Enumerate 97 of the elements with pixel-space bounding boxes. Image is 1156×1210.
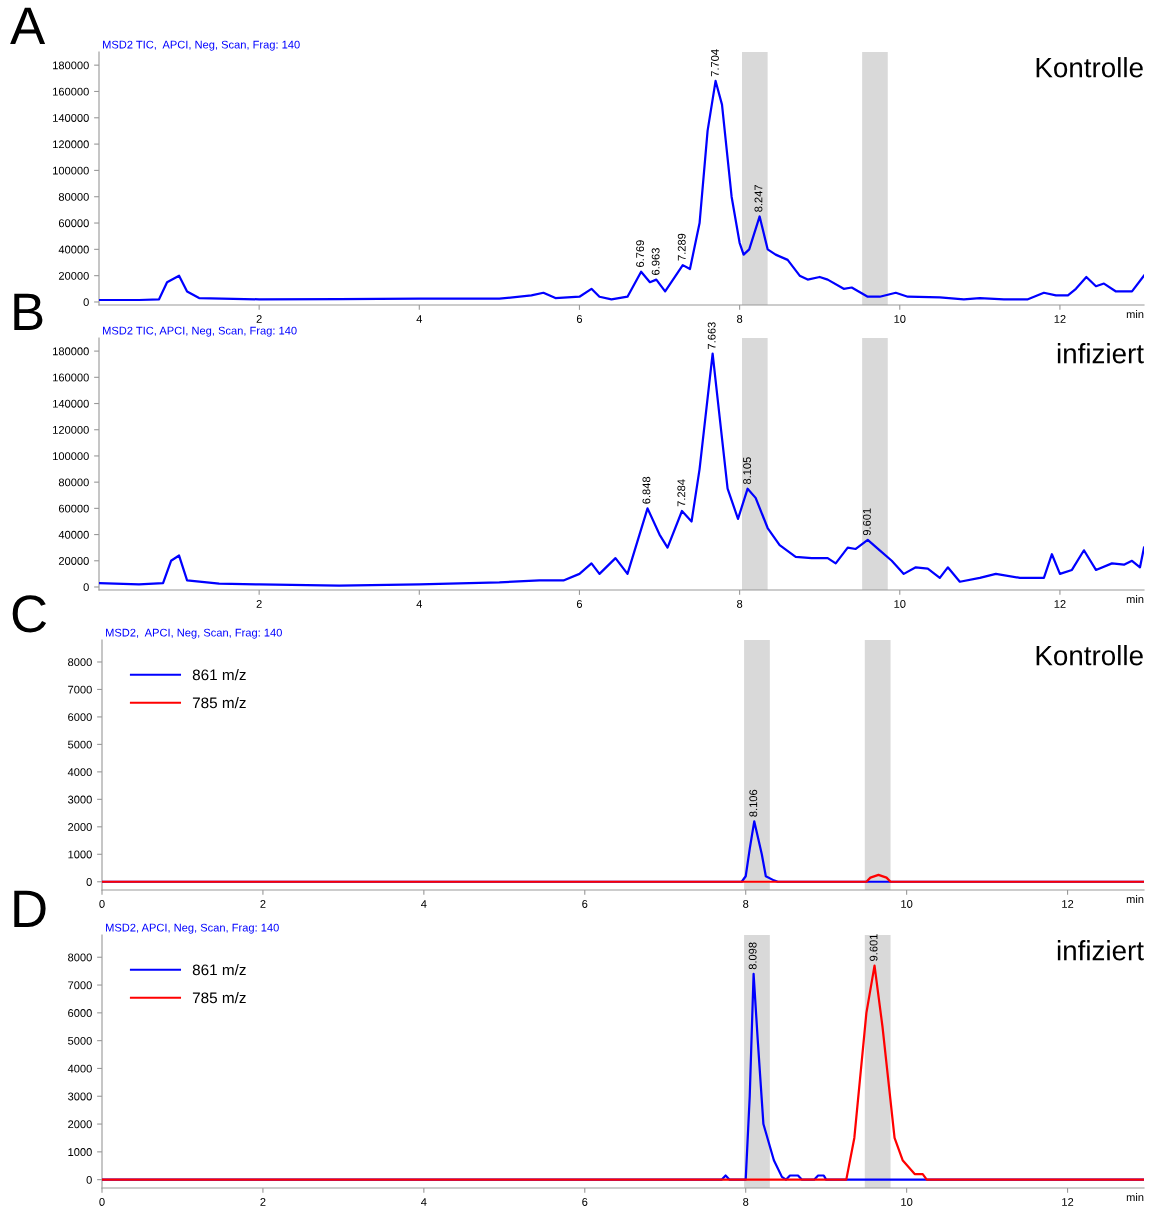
y-tick-label: 0 [86,1175,92,1184]
x-axis-title: min [1126,595,1144,604]
y-tick-label: 0 [83,583,89,592]
annotation: 8.105 [743,457,751,485]
legend-label: 861 m/z [192,669,246,681]
x-tick-label: 8 [737,315,743,323]
y-tick-label: 80000 [58,478,89,487]
annotation: 8.247 [754,185,763,212]
annotation: 6.963 [651,248,660,275]
x-axis-title: min [1126,895,1144,904]
y-tick-label: 0 [86,878,92,886]
y-tick-label: 4000 [67,1064,92,1073]
y-tick-label: 7000 [68,685,92,694]
y-tick-label: 120000 [53,140,89,149]
x-tick-label: 6 [582,900,588,908]
x-tick-label: 4 [421,900,427,908]
y-tick-label: 0 [83,298,89,307]
y-tick-label: 180000 [53,61,89,70]
y-tick-label: 60000 [58,219,89,228]
x-tick-label: 10 [894,600,906,608]
y-tick-label: 6000 [68,713,92,722]
y-tick-label: 1000 [68,850,92,859]
chart-subtitle: MSD2, APCI, Neg, Scan, Frag: 140 [106,923,279,934]
y-tick-label: 100000 [53,452,89,461]
annotation: infiziert [1057,940,1144,961]
annotation: 7.284 [677,479,686,507]
x-tick-label: 6 [582,1198,588,1206]
annotation: 7.663 [707,322,716,349]
annotation: 8.098 [748,942,757,970]
chart-title: D [14,890,46,928]
annotation: infiziert [1057,343,1144,364]
y-tick-label: 2000 [68,1120,92,1129]
chart-title: C [12,595,47,633]
y-tick-label: 40000 [58,530,89,539]
x-tick-label: 6 [576,600,583,608]
chart-subtitle: MSD2 TIC, APCI, Neg, Scan, Frag: 140 [103,326,297,337]
y-tick-label: 5000 [68,1036,92,1045]
y-tick-label: 40000 [58,245,89,254]
y-tick-label: 2000 [68,823,92,831]
annotation: 9.601 [862,508,871,536]
y-tick-label: 4000 [67,768,92,776]
x-tick-label: 4 [421,1198,427,1206]
x-tick-label: 12 [1054,600,1066,608]
y-tick-label: 140000 [53,399,89,408]
y-tick-label: 100000 [53,166,89,175]
x-tick-label: 2 [260,1198,266,1206]
chart-title: A [10,7,46,45]
chart-subtitle: MSD2 TIC, APCI, Neg, Scan, Frag: 140 [103,40,300,51]
y-tick-label: 3000 [67,1092,92,1101]
x-tick-label: 8 [743,1198,749,1206]
x-tick-label: 2 [256,600,262,608]
y-tick-label: 1000 [68,1148,92,1156]
x-tick-label: 0 [99,1198,105,1206]
x-tick-label: 10 [901,1198,913,1206]
x-axis-title: min [1126,310,1144,319]
x-tick-label: 4 [416,315,423,323]
annotation: Kontrolle [1036,645,1143,666]
x-tick-label: 4 [416,600,423,608]
y-tick-label: 8000 [68,953,92,962]
y-tick-label: 8000 [68,658,92,667]
annotation: 7.289 [677,233,686,261]
y-tick-label: 160000 [53,373,89,382]
y-tick-label: 20000 [58,271,89,280]
y-tick-label: 5000 [68,740,92,749]
y-tick-label: 6000 [68,1009,92,1017]
y-tick-label: 160000 [53,87,89,96]
legend-label: 785 m/z [192,697,246,709]
annotation: Kontrolle [1036,57,1143,78]
x-axis-title: min [1126,1193,1144,1202]
legend-label: 861 m/z [192,964,246,976]
annotation: 8.106 [749,789,758,817]
x-tick-label: 2 [260,900,266,908]
legend-label: 785 m/z [192,992,246,1004]
x-tick-label: 0 [99,900,105,908]
x-tick-label: 8 [743,900,749,908]
x-tick-label: 12 [1062,1198,1074,1206]
x-tick-label: 12 [1054,315,1066,323]
y-tick-label: 20000 [58,557,89,565]
x-tick-label: 12 [1062,900,1074,908]
y-tick-label: 180000 [53,347,89,356]
annotation: 9.601 [869,934,878,961]
chart-subtitle: MSD2, APCI, Neg, Scan, Frag: 140 [106,628,282,639]
x-tick-label: 10 [901,900,913,908]
x-tick-label: 10 [894,315,906,323]
y-tick-label: 140000 [53,114,89,122]
x-tick-label: 8 [737,600,743,608]
annotation: 7.704 [711,49,719,77]
x-tick-label: 2 [256,315,262,323]
chart-title: B [14,293,43,331]
y-tick-label: 3000 [67,795,92,804]
annotation: 6.848 [642,476,651,504]
y-tick-label: 120000 [53,426,89,434]
x-tick-label: 6 [576,315,583,323]
y-tick-label: 80000 [58,192,89,201]
annotation: 6.769 [636,240,645,267]
y-tick-label: 60000 [58,504,89,513]
y-tick-label: 7000 [68,981,92,990]
